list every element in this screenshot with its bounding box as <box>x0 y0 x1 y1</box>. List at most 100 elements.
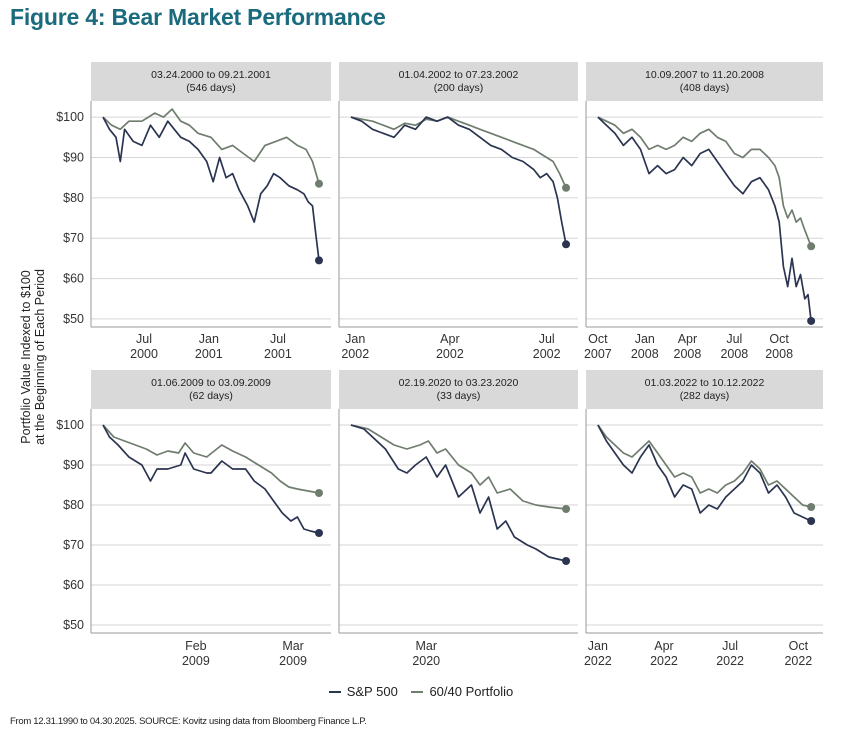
panel-header <box>91 62 331 101</box>
x-tick-label: 2000 <box>130 347 158 361</box>
panel-header <box>339 62 578 101</box>
y-tick-label: $90 <box>63 458 84 472</box>
series-line-sp500 <box>350 424 567 562</box>
x-tick-label: 2022 <box>584 654 612 668</box>
panel-days: (408 days) <box>680 82 730 94</box>
x-tick-label: 2022 <box>716 654 744 668</box>
series-line-sp500 <box>102 116 320 261</box>
x-tick-label: 2002 <box>436 347 464 361</box>
x-tick-label: Oct <box>588 332 608 346</box>
y-tick-label: $50 <box>63 312 84 326</box>
legend: S&P 500 60/40 Portfolio <box>0 684 842 699</box>
x-tick-label: Jan <box>635 332 655 346</box>
x-tick-label: 2008 <box>674 347 702 361</box>
x-tick-label: 2002 <box>533 347 561 361</box>
x-tick-label: Jul <box>722 639 738 653</box>
panel-4: 01.06.2009 to 03.09.2009(62 days) $100 $90… <box>56 370 331 668</box>
panel-period: 01.04.2002 to 07.23.2002 <box>399 69 519 81</box>
panel-days: (200 days) <box>434 82 484 94</box>
end-point-sp500 <box>562 557 571 565</box>
x-tick-label: Oct <box>769 332 789 346</box>
panel-period: 10.09.2007 to 11.20.2008 <box>645 69 764 81</box>
y-tick-label: $70 <box>63 231 84 245</box>
end-point-6040 <box>807 242 816 251</box>
y-tick-label: $60 <box>63 272 84 286</box>
end-point-6040 <box>315 489 323 497</box>
panel-period: 01.03.2022 to 10.12.2022 <box>645 377 765 389</box>
figure-title: Figure 4: Bear Market Performance <box>10 4 386 30</box>
end-point-sp500 <box>315 529 323 537</box>
panel-header <box>339 370 578 409</box>
panel-period: 03.24.2000 to 09.21.2001 <box>151 69 271 81</box>
x-tick-label: Jul <box>539 332 555 346</box>
end-point-6040 <box>807 503 816 511</box>
series-line-sp500 <box>102 424 320 534</box>
y-axis-title-line: at the Beginning of Each Period <box>33 269 47 445</box>
series-line-sp500 <box>597 424 812 522</box>
panel-2: 01.04.2002 to 07.23.2002(200 days) Jan 200… <box>338 62 578 361</box>
end-point-6040 <box>562 183 571 192</box>
panel-period: 01.06.2009 to 03.09.2009 <box>151 377 271 389</box>
x-tick-label: 2022 <box>784 654 812 668</box>
series-line-sp500 <box>597 116 812 321</box>
panel-days: (62 days) <box>189 390 233 402</box>
y-tick-label: $100 <box>56 418 84 432</box>
y-axis-title: Portfolio Value Indexed to $100at the Be… <box>19 269 47 445</box>
panel-6: 01.03.2022 to 10.12.2022(282 days)Jan202… <box>584 370 823 668</box>
x-tick-label: Jan <box>345 332 365 346</box>
end-point-sp500 <box>315 256 323 265</box>
x-tick-label: 2001 <box>195 347 223 361</box>
y-axis-title-line: Portfolio Value Indexed to $100 <box>19 270 33 444</box>
series-line-6040 <box>350 116 567 189</box>
end-point-6040 <box>315 179 323 188</box>
end-point-sp500 <box>807 316 816 325</box>
x-tick-label: 2001 <box>264 347 292 361</box>
x-tick-label: Feb <box>185 639 207 653</box>
y-tick-label: $90 <box>63 151 84 165</box>
x-tick-label: Jul <box>726 332 742 346</box>
panel-days: (33 days) <box>437 390 481 402</box>
panel-1: 03.24.2000 to 09.21.2001(546 days) $100 $9… <box>56 62 331 361</box>
panel-days: (546 days) <box>186 82 236 94</box>
series-line-6040 <box>102 424 320 494</box>
end-point-6040 <box>562 505 571 513</box>
x-tick-label: Oct <box>789 639 809 653</box>
panel-header <box>586 62 823 101</box>
legend-item-6040: 60/40 Portfolio <box>411 684 513 699</box>
series-line-6040 <box>350 424 567 510</box>
legend-label-sp500: S&P 500 <box>346 684 398 699</box>
x-tick-label: 2020 <box>412 654 440 668</box>
y-tick-label: $100 <box>56 110 84 124</box>
end-point-sp500 <box>562 240 571 249</box>
x-tick-label: 2022 <box>650 654 678 668</box>
panel-period: 02.19.2020 to 03.23.2020 <box>399 377 519 389</box>
x-tick-label: Apr <box>678 332 697 346</box>
legend-label-6040: 60/40 Portfolio <box>429 684 514 699</box>
series-line-sp500 <box>350 116 567 245</box>
y-tick-label: $80 <box>63 498 84 512</box>
x-tick-label: Apr <box>440 332 459 346</box>
x-tick-label: 2008 <box>720 347 748 361</box>
end-point-sp500 <box>807 517 816 525</box>
x-tick-label: Mar <box>415 639 437 653</box>
y-tick-label: $80 <box>63 191 84 205</box>
x-tick-label: Jul <box>270 332 286 346</box>
footnote: From 12.31.1990 to 04.30.2025. SOURCE: K… <box>10 716 367 727</box>
x-tick-label: Jan <box>199 332 219 346</box>
x-tick-label: Jul <box>136 332 152 346</box>
legend-swatch-6040 <box>411 690 424 693</box>
x-tick-label: Mar <box>282 639 304 653</box>
series-line-6040 <box>102 108 320 184</box>
y-tick-label: $60 <box>63 578 84 592</box>
x-tick-label: 2008 <box>765 347 793 361</box>
x-tick-label: 2007 <box>584 347 612 361</box>
legend-swatch-sp500 <box>328 690 341 693</box>
series-line-6040 <box>597 116 812 247</box>
x-tick-label: Jan <box>588 639 608 653</box>
panel-3: 10.09.2007 to 11.20.2008(408 days)Oct200… <box>584 62 823 361</box>
x-tick-label: Apr <box>654 639 673 653</box>
legend-item-sp500: S&P 500 <box>328 684 398 699</box>
panel-header <box>91 370 331 409</box>
